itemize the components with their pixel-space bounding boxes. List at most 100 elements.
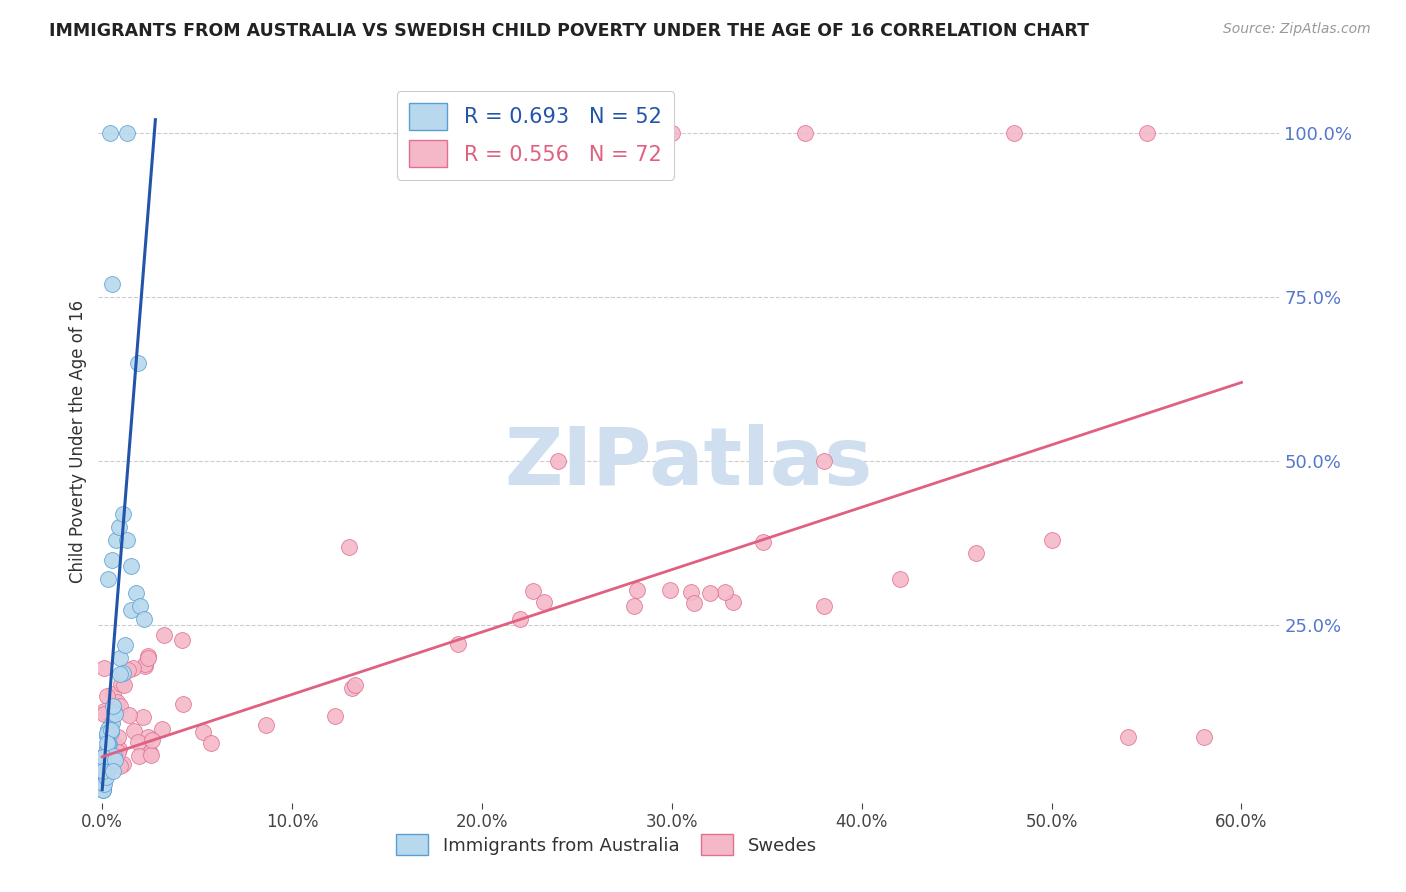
Point <box>93 661 115 675</box>
Point <box>103 749 125 764</box>
Point <box>101 699 124 714</box>
Point <box>98 126 121 140</box>
Point <box>91 764 114 779</box>
Point <box>98 737 121 751</box>
Point <box>100 714 122 728</box>
Point <box>134 659 156 673</box>
Point <box>127 734 149 748</box>
Point <box>100 723 122 737</box>
Point <box>254 718 277 732</box>
Point <box>141 732 163 747</box>
Point <box>103 687 125 701</box>
Point <box>97 763 120 777</box>
Point <box>626 583 648 598</box>
Point <box>115 533 138 547</box>
Point <box>337 540 360 554</box>
Point <box>112 507 135 521</box>
Point <box>93 769 115 783</box>
Point <box>139 746 162 760</box>
Point <box>114 638 136 652</box>
Point <box>104 745 127 759</box>
Point <box>103 706 125 721</box>
Point <box>120 559 142 574</box>
Point <box>679 584 702 599</box>
Point <box>172 697 194 711</box>
Point <box>659 582 682 597</box>
Point <box>100 277 122 291</box>
Point <box>889 573 911 587</box>
Point <box>110 667 132 681</box>
Point <box>153 628 176 642</box>
Point <box>1135 126 1157 140</box>
Point <box>108 520 131 534</box>
Point <box>108 742 131 756</box>
Text: IMMIGRANTS FROM AUSTRALIA VS SWEDISH CHILD POVERTY UNDER THE AGE OF 16 CORRELATI: IMMIGRANTS FROM AUSTRALIA VS SWEDISH CHI… <box>49 22 1090 40</box>
Point <box>344 678 367 692</box>
Point <box>93 761 115 775</box>
Point <box>96 753 118 767</box>
Point <box>683 596 706 610</box>
Point <box>136 731 159 745</box>
Point <box>110 677 132 691</box>
Point <box>108 759 131 773</box>
Point <box>547 454 569 468</box>
Point <box>104 533 127 547</box>
Point <box>96 764 118 778</box>
Point <box>96 740 118 755</box>
Point <box>93 777 115 791</box>
Point <box>93 756 115 771</box>
Point <box>91 780 114 794</box>
Point <box>1192 730 1215 744</box>
Point <box>132 710 155 724</box>
Point <box>91 782 114 797</box>
Point <box>94 771 117 785</box>
Point <box>112 756 135 771</box>
Point <box>533 594 555 608</box>
Point <box>91 782 114 797</box>
Point <box>522 584 544 599</box>
Point <box>128 748 150 763</box>
Point <box>91 760 114 774</box>
Point <box>661 126 683 140</box>
Point <box>813 454 835 468</box>
Point <box>93 757 115 772</box>
Point <box>100 553 122 567</box>
Point <box>127 356 149 370</box>
Point <box>136 649 159 664</box>
Point <box>193 724 215 739</box>
Point <box>101 749 124 764</box>
Point <box>101 716 124 731</box>
Point <box>93 704 115 718</box>
Point <box>96 736 118 750</box>
Point <box>793 126 815 140</box>
Point <box>112 678 135 692</box>
Legend: Immigrants from Australia, Swedes: Immigrants from Australia, Swedes <box>388 827 824 863</box>
Point <box>136 650 159 665</box>
Point <box>96 755 118 769</box>
Point <box>1116 730 1139 744</box>
Point <box>134 657 156 672</box>
Point <box>107 746 129 760</box>
Point <box>107 695 129 709</box>
Point <box>714 585 737 599</box>
Point <box>132 612 155 626</box>
Point <box>699 585 721 599</box>
Y-axis label: Child Poverty Under the Age of 16: Child Poverty Under the Age of 16 <box>69 300 87 583</box>
Point <box>200 735 222 749</box>
Point <box>100 724 122 739</box>
Point <box>107 730 129 744</box>
Point <box>1040 533 1063 547</box>
Point <box>103 737 125 751</box>
Point <box>108 699 131 714</box>
Point <box>623 599 645 613</box>
Point <box>93 706 115 721</box>
Point <box>1002 126 1025 140</box>
Point <box>94 762 117 776</box>
Point <box>447 637 470 651</box>
Point <box>121 661 143 675</box>
Point <box>122 723 145 738</box>
Point <box>104 753 127 767</box>
Point <box>813 599 835 613</box>
Point <box>91 749 114 764</box>
Text: ZIPatlas: ZIPatlas <box>505 425 873 502</box>
